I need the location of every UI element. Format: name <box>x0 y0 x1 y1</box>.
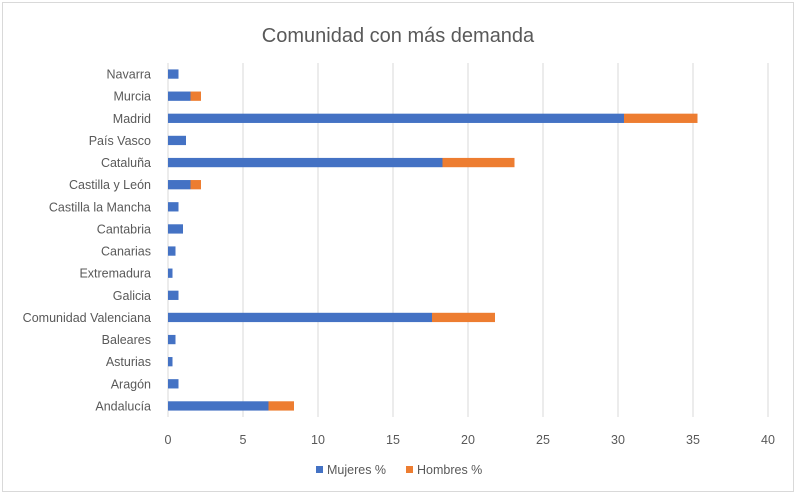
legend: Mujeres % Hombres % <box>316 463 482 477</box>
bar-hombres <box>190 91 201 101</box>
bar-mujeres <box>168 401 269 411</box>
legend-swatch <box>316 466 323 473</box>
bar-mujeres <box>168 290 179 300</box>
bar-mujeres <box>168 224 183 234</box>
bar-mujeres <box>168 334 176 345</box>
bar-mujeres <box>168 202 179 212</box>
x-tick-label: 0 <box>165 433 172 447</box>
category-label: Canarias <box>101 245 151 259</box>
bar-hombres <box>268 401 294 411</box>
legend-swatch <box>406 466 413 473</box>
category-label: Galicia <box>113 289 151 303</box>
chart-title: Comunidad con más demanda <box>262 25 535 47</box>
x-tick-label: 15 <box>386 433 400 447</box>
bar-mujeres <box>168 69 179 79</box>
legend-label: Mujeres % <box>327 463 386 477</box>
bar-hombres <box>442 157 515 168</box>
legend-label: Hombres % <box>417 463 482 477</box>
category-label: Comunidad Valenciana <box>23 311 151 325</box>
x-tick-label: 35 <box>686 433 700 447</box>
bar-mujeres <box>168 268 173 278</box>
bar-mujeres <box>168 180 191 190</box>
x-tick-label: 40 <box>761 433 775 447</box>
x-tick-label: 5 <box>240 433 247 447</box>
bars <box>168 69 698 411</box>
bar-hombres <box>432 312 495 323</box>
bar-hombres <box>624 113 698 123</box>
chart-frame <box>2 2 794 492</box>
x-tick-label: 10 <box>311 433 325 447</box>
bar-mujeres <box>168 135 186 146</box>
category-label: Castilla y León <box>69 178 151 192</box>
bar-mujeres <box>168 379 179 389</box>
bar-mujeres <box>168 91 191 101</box>
category-label: Andalucía <box>95 399 151 413</box>
category-label: Murcia <box>113 90 151 104</box>
category-label: Madrid <box>113 112 151 126</box>
x-tick-label: 25 <box>536 433 550 447</box>
bar-mujeres <box>168 312 432 323</box>
category-label: Cataluña <box>101 156 151 170</box>
category-label: Cantabria <box>97 222 151 236</box>
category-label: Aragón <box>111 377 151 391</box>
bar-hombres <box>190 180 201 190</box>
x-tick-label: 20 <box>461 433 475 447</box>
bar-mujeres <box>168 157 443 168</box>
category-label: Asturias <box>106 355 151 369</box>
bar-mujeres <box>168 113 624 123</box>
x-tick-label: 30 <box>611 433 625 447</box>
bar-mujeres <box>168 357 173 367</box>
category-label: Navarra <box>107 68 152 82</box>
category-label: Castilla la Mancha <box>49 200 151 214</box>
bar-mujeres <box>168 246 176 256</box>
category-label: Baleares <box>102 333 151 347</box>
category-label: País Vasco <box>89 134 151 148</box>
category-label: Extremadura <box>79 267 151 281</box>
x-tick-labels: 0 5 10 15 20 25 30 35 40 <box>165 433 775 447</box>
category-labels: Navarra Murcia Madrid País Vasco Cataluña Cas… <box>23 68 151 414</box>
